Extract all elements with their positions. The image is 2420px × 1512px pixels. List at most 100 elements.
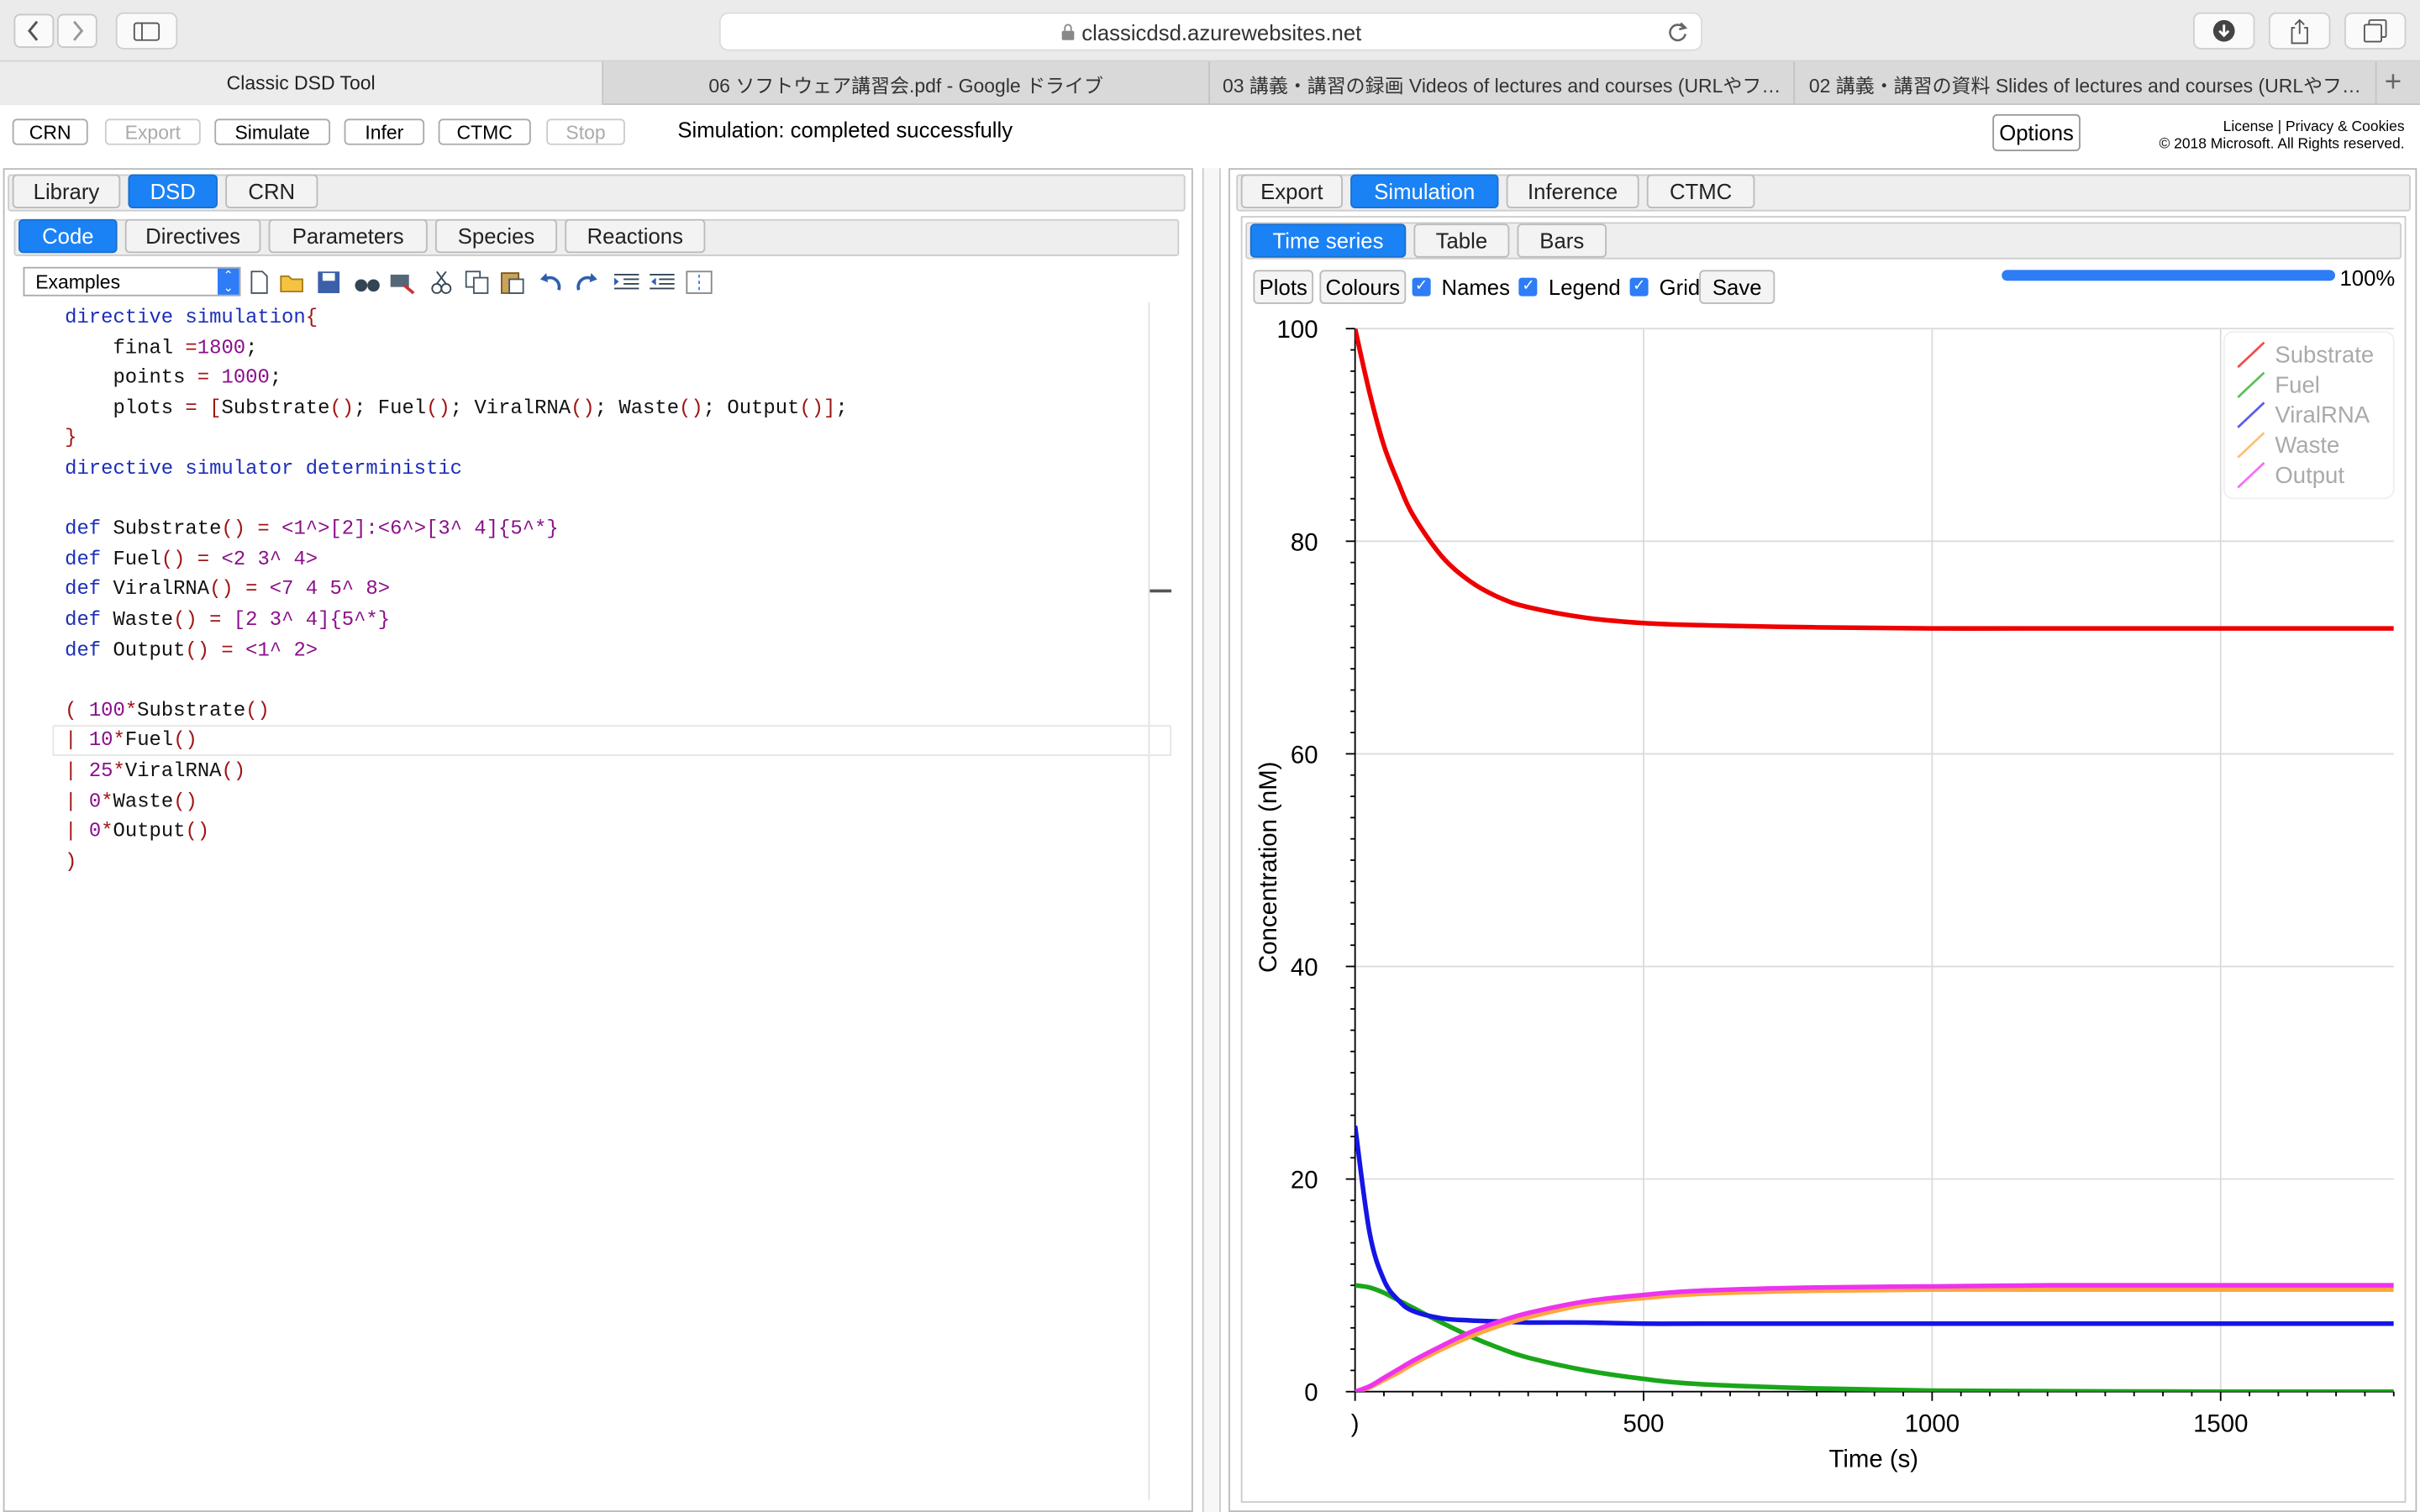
y-axis-label: Concentration (nM) (1255, 762, 1282, 973)
series-line-substrate (1355, 328, 2394, 631)
redo-icon[interactable] (571, 267, 602, 298)
copy-icon[interactable] (461, 267, 492, 298)
legend-label: Output (2275, 462, 2344, 488)
plots-button[interactable]: Plots (1253, 270, 1314, 304)
code-text[interactable]: directive simulation{ final =1800; point… (65, 305, 848, 874)
grid-checkbox[interactable]: ✓ (1629, 277, 1649, 297)
chevron-right-icon (73, 20, 84, 41)
browser-tab[interactable]: 03 講義・講習の録画 Videos of lectures and cours… (1210, 61, 1796, 105)
share-button[interactable] (2268, 12, 2331, 50)
sidebar-button[interactable] (115, 12, 178, 50)
tab-inference[interactable]: Inference (1506, 174, 1639, 208)
stop-button[interactable]: Stop (546, 118, 625, 145)
tabs-icon (2363, 18, 2387, 43)
tab-table[interactable]: Table (1413, 223, 1510, 258)
tab-crn[interactable]: CRN (225, 174, 318, 208)
legend-label: Fuel (2275, 371, 2320, 397)
x-axis-label: Time (s) (1828, 1446, 1918, 1473)
series-line-viralrna (1355, 1125, 2394, 1326)
chevron-left-icon (27, 20, 39, 41)
options-button[interactable]: Options (1992, 113, 2081, 151)
code-editor[interactable] (24, 302, 1150, 1500)
tab-dsd[interactable]: DSD (128, 174, 218, 208)
simulate-button[interactable]: Simulate (214, 118, 331, 145)
x-tick-label: ) (1351, 1410, 1360, 1437)
scroll-marker (1150, 589, 1172, 593)
crn-button[interactable]: CRN (12, 118, 88, 145)
chart-legend[interactable]: Substrate Fuel ViralRNA Waste Output (2223, 330, 2395, 500)
replace-icon[interactable] (387, 267, 418, 298)
paste-icon[interactable] (497, 267, 528, 298)
left-panel (3, 168, 1193, 1512)
tab-time-series[interactable]: Time series (1249, 223, 1407, 258)
open-folder-icon[interactable] (278, 267, 309, 298)
examples-select-value: Examples (35, 270, 121, 293)
browser-tab[interactable]: 06 ソフトウェア講習会.pdf - Google ドライブ (603, 61, 1210, 105)
new-tab-button[interactable]: + (2384, 66, 2402, 99)
browser-tab[interactable]: Classic DSD Tool (0, 61, 604, 105)
x-axis: ) 500 1000 1500 (1351, 1390, 2395, 1437)
status-text: Simulation: completed successfully (677, 117, 1013, 142)
save-button[interactable]: Save (1699, 270, 1776, 304)
legend-checkbox[interactable]: ✓ (1519, 277, 1539, 297)
y-tick-label: 0 (1304, 1379, 1318, 1407)
infer-button[interactable]: Infer (344, 118, 425, 145)
tab-reactions[interactable]: Reactions (565, 218, 706, 254)
chart-grid (1355, 328, 2394, 1392)
ctmc-button[interactable]: CTMC (438, 118, 531, 145)
tab-library[interactable]: Library (12, 174, 121, 208)
x-tick-label: 1000 (1905, 1410, 1960, 1437)
select-arrows-icon: ⌃ ⌄ (217, 269, 239, 295)
chart-series (1355, 328, 2394, 1392)
export-button[interactable]: Export (104, 118, 201, 145)
browser-tab-bar: Classic DSD Tool 06 ソフトウェア講習会.pdf - Goog… (0, 61, 2420, 105)
legend-label: Legend (1548, 274, 1621, 300)
legend-label: ViralRNA (2275, 402, 2370, 428)
tab-bars[interactable]: Bars (1517, 223, 1607, 258)
url-text: classicdsd.azurewebsites.net (1081, 18, 1362, 45)
y-tick-label: 80 (1291, 528, 1318, 556)
address-bar[interactable]: classicdsd.azurewebsites.net (718, 12, 1702, 51)
tabs-overview-button[interactable] (2344, 12, 2407, 50)
progress-label: 100% (2339, 265, 2396, 291)
indent-icon[interactable] (611, 267, 642, 298)
tab-species[interactable]: Species (434, 218, 558, 254)
legend-swatch (2237, 432, 2265, 459)
reload-icon[interactable] (1667, 22, 1689, 44)
x-tick-label: 500 (1623, 1410, 1665, 1437)
tab-parameters[interactable]: Parameters (268, 218, 428, 254)
line-numbers-icon[interactable] (684, 267, 715, 298)
time-series-chart[interactable]: 0 20 40 60 80 100 ) 500 1000 1500 Substrate Fuel V… (1243, 317, 2405, 1502)
browser-tab[interactable]: 02 講義・講習の資料 Slides of lectures and cours… (1795, 61, 2377, 105)
legend-swatch (2237, 341, 2265, 369)
forward-button[interactable] (56, 13, 97, 48)
tab-directives[interactable]: Directives (124, 218, 261, 254)
back-button[interactable] (13, 13, 55, 48)
y-tick-label: 100 (1277, 317, 1318, 344)
license-link[interactable]: License (2223, 118, 2274, 136)
download-icon (2212, 19, 2235, 42)
series-line-output (1355, 1283, 2394, 1392)
tab-ctmc[interactable]: CTMC (1646, 174, 1755, 208)
tab-code[interactable]: Code (18, 218, 118, 254)
save-icon[interactable] (313, 267, 345, 298)
plot-options: ✓ Names ✓ Legend ✓ Grid (1412, 274, 1710, 300)
names-checkbox[interactable]: ✓ (1412, 277, 1431, 297)
colours-button[interactable]: Colours (1319, 270, 1407, 304)
examples-select[interactable]: Examples ⌃ ⌄ (23, 266, 241, 297)
privacy-link[interactable]: Privacy & Cookies (2286, 118, 2405, 136)
grid-label: Grid (1659, 274, 1701, 300)
panel-splitter[interactable] (1202, 168, 1221, 1512)
y-tick-label: 40 (1291, 954, 1318, 982)
y-tick-label: 20 (1291, 1167, 1318, 1194)
new-file-icon[interactable] (244, 267, 275, 298)
browser-toolbar: classicdsd.azurewebsites.net (0, 0, 2420, 62)
downloads-button[interactable] (2192, 12, 2255, 50)
cut-icon[interactable] (426, 267, 457, 298)
y-tick-label: 60 (1291, 741, 1318, 769)
tab-simulation[interactable]: Simulation (1350, 174, 1499, 208)
outdent-icon[interactable] (647, 267, 678, 298)
find-icon[interactable] (352, 267, 383, 298)
tab-export[interactable]: Export (1240, 174, 1343, 208)
undo-icon[interactable] (535, 267, 566, 298)
